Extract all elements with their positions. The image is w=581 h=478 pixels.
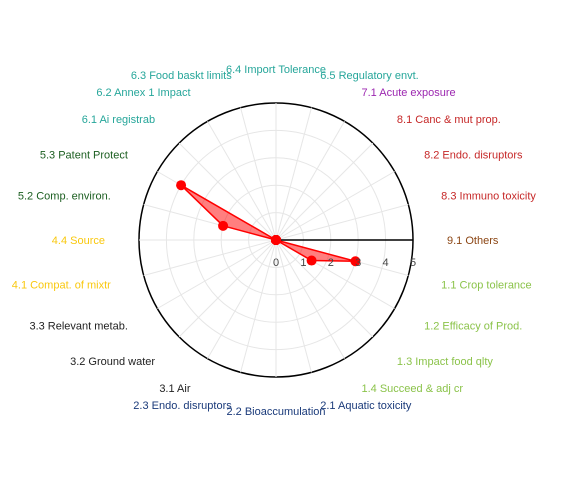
category-label: 4.4 Source bbox=[52, 235, 105, 247]
category-label: 7.1 Acute exposure bbox=[362, 87, 456, 99]
grid-spoke bbox=[275, 239, 345, 359]
category-label: 1.1 Crop tolerance bbox=[441, 279, 532, 291]
category-label: 3.1 Air bbox=[159, 383, 191, 395]
category-label: 3.2 Ground water bbox=[70, 356, 155, 368]
category-label: 1.3 Impact food qlty bbox=[397, 356, 493, 368]
data-point bbox=[350, 256, 361, 267]
category-label: 8.2 Endo. disruptors bbox=[424, 150, 523, 162]
grid-spoke bbox=[178, 142, 277, 241]
grid-spoke bbox=[275, 171, 395, 241]
radial-tick-label: 2 bbox=[328, 257, 334, 269]
grid-spoke bbox=[275, 121, 345, 241]
category-label: 2.3 Endo. disruptors bbox=[133, 400, 232, 412]
category-label: 3.3 Relevant metab. bbox=[29, 321, 127, 333]
data-point bbox=[271, 235, 281, 245]
category-labels: 9.1 Others 8.3 Immuno toxicity 8.2 Endo. d… bbox=[12, 64, 537, 418]
radial-tick-label: 0 bbox=[273, 257, 279, 269]
grid-spoke bbox=[207, 121, 277, 241]
category-label: 5.2 Comp. environ. bbox=[18, 191, 111, 203]
grid-spoke bbox=[275, 239, 374, 338]
category-label: 2.2 Bioaccumulation bbox=[226, 406, 325, 418]
category-label: 1.4 Succeed & adj cr bbox=[362, 383, 464, 395]
grid-spoke bbox=[240, 107, 277, 241]
data-point bbox=[218, 220, 229, 231]
category-label: 6.2 Annex 1 Impact bbox=[96, 87, 190, 99]
radial-tick-label: 1 bbox=[300, 257, 306, 269]
category-label: 9.1 Others bbox=[447, 235, 499, 247]
series-area bbox=[180, 184, 357, 263]
data-point bbox=[306, 255, 317, 266]
grid-spoke bbox=[275, 107, 312, 241]
category-label: 4.1 Compat. of mixtr bbox=[12, 279, 111, 291]
grid-spoke bbox=[157, 239, 277, 309]
radial-tick-label: 3 bbox=[355, 257, 361, 269]
grid-spoke bbox=[178, 239, 277, 338]
category-label: 6.1 Ai registrab bbox=[82, 114, 155, 126]
category-label: 2.1 Aquatic toxicity bbox=[320, 400, 412, 412]
grid-spoke bbox=[275, 204, 409, 241]
grid-spoke bbox=[143, 239, 277, 276]
category-label: 5.3 Patent Protect bbox=[40, 150, 128, 162]
category-label: 8.3 Immuno toxicity bbox=[441, 191, 536, 203]
grid-spoke bbox=[240, 239, 277, 373]
category-label: 8.1 Canc & mut prop. bbox=[397, 114, 501, 126]
data-point bbox=[176, 180, 187, 191]
radial-tick-label: 4 bbox=[383, 257, 389, 269]
grid-spoke bbox=[275, 239, 312, 373]
radial-tick-label: 5 bbox=[410, 257, 416, 269]
radial-tick-labels: 0 1 2 3 4 5 bbox=[273, 257, 416, 269]
category-label: 1.2 Efficacy of Prod. bbox=[424, 321, 522, 333]
grid-spoke bbox=[275, 142, 374, 241]
grid-spoke bbox=[207, 239, 277, 359]
category-label: 6.3 Food baskt limits bbox=[131, 70, 232, 82]
category-label: 6.4 Import Tolerance bbox=[226, 64, 326, 76]
series-layer bbox=[176, 180, 361, 267]
category-label: 6.5 Regulatory envt. bbox=[320, 70, 418, 82]
